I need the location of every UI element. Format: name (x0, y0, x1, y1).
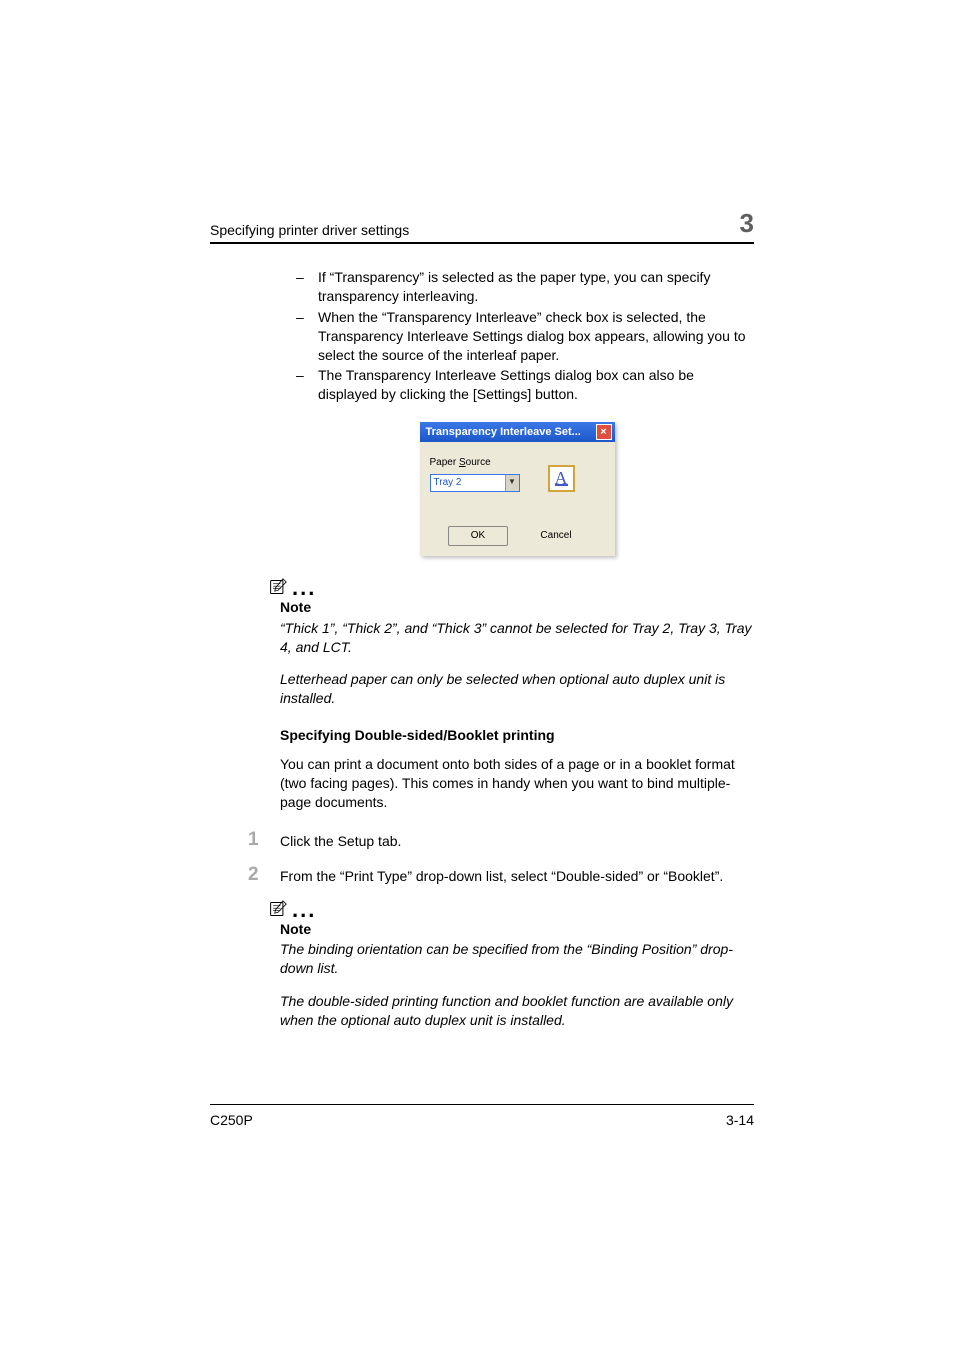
page-header: Specifying printer driver settings 3 (210, 210, 754, 238)
paper-source-label: Paper Source (430, 456, 520, 470)
bullet-item: – If “Transparency” is selected as the p… (296, 268, 754, 306)
footer-rule (210, 1104, 754, 1105)
dialog-wrapper: Transparency Interleave Set... × Paper S… (280, 422, 754, 556)
bullet-item: – The Transparency Interleave Settings d… (296, 366, 754, 404)
section-intro: You can print a document onto both sides… (280, 755, 754, 812)
note-text: The double-sided printing function and b… (280, 992, 754, 1030)
bullet-text: When the “Transparency Interleave” check… (318, 308, 754, 365)
bullet-item: – When the “Transparency Interleave” che… (296, 308, 754, 365)
step-text: From the “Print Type” drop-down list, se… (280, 865, 754, 886)
paper-source-value: Tray 2 (434, 476, 462, 490)
preview-a-icon: A (548, 465, 575, 492)
transparency-interleave-dialog: Transparency Interleave Set... × Paper S… (420, 422, 615, 556)
note-icon (268, 900, 288, 918)
preview-a-underline (555, 484, 568, 486)
note-label: Note (280, 598, 754, 617)
bullet-dash: – (296, 366, 318, 404)
dialog-row: Paper Source Tray 2 ▼ A (430, 456, 605, 492)
note-icon-row: ... (268, 578, 754, 596)
dialog-titlebar[interactable]: Transparency Interleave Set... × (420, 422, 615, 442)
chapter-number: 3 (740, 210, 754, 238)
note-icon-row: ... (268, 900, 754, 918)
section-heading: Specifying Double-sided/Booklet printing (280, 726, 754, 745)
note-label: Note (280, 920, 754, 939)
dialog-title-text: Transparency Interleave Set... (426, 425, 581, 440)
step-row: 1 Click the Setup tab. (280, 830, 754, 851)
cancel-button[interactable]: Cancel (526, 526, 586, 546)
note-text: Letterhead paper can only be selected wh… (280, 670, 754, 708)
note-icon (268, 578, 288, 596)
step-text: Click the Setup tab. (280, 830, 754, 851)
bullet-text: The Transparency Interleave Settings dia… (318, 366, 754, 404)
step-row: 2 From the “Print Type” drop-down list, … (280, 865, 754, 886)
bullet-list: – If “Transparency” is selected as the p… (296, 268, 754, 404)
note-dots: ... (292, 584, 316, 596)
page-footer: C250P 3-14 (210, 1112, 754, 1128)
dialog-button-row: OK Cancel (430, 518, 605, 546)
header-title: Specifying printer driver settings (210, 222, 409, 238)
bullet-dash: – (296, 308, 318, 365)
footer-page-number: 3-14 (726, 1112, 754, 1128)
chevron-down-icon[interactable]: ▼ (505, 475, 519, 491)
bullet-dash: – (296, 268, 318, 306)
preview-a-letter: A (555, 466, 568, 490)
content-area: – If “Transparency” is selected as the p… (210, 268, 754, 1030)
paper-source-group: Paper Source Tray 2 ▼ (430, 456, 520, 492)
close-icon[interactable]: × (596, 424, 612, 440)
paper-source-select[interactable]: Tray 2 ▼ (430, 474, 520, 492)
bullet-text: If “Transparency” is selected as the pap… (318, 268, 754, 306)
note-text: “Thick 1”, “Thick 2”, and “Thick 3” cann… (280, 619, 754, 657)
note-dots: ... (292, 906, 316, 918)
header-rule (210, 242, 754, 244)
footer-model: C250P (210, 1112, 253, 1128)
dialog-body: Paper Source Tray 2 ▼ A OK (420, 442, 615, 556)
note-text: The binding orientation can be specified… (280, 940, 754, 978)
step-number: 2 (248, 865, 280, 886)
ok-button[interactable]: OK (448, 526, 508, 546)
step-number: 1 (248, 830, 280, 851)
page: Specifying printer driver settings 3 – I… (0, 0, 954, 1350)
